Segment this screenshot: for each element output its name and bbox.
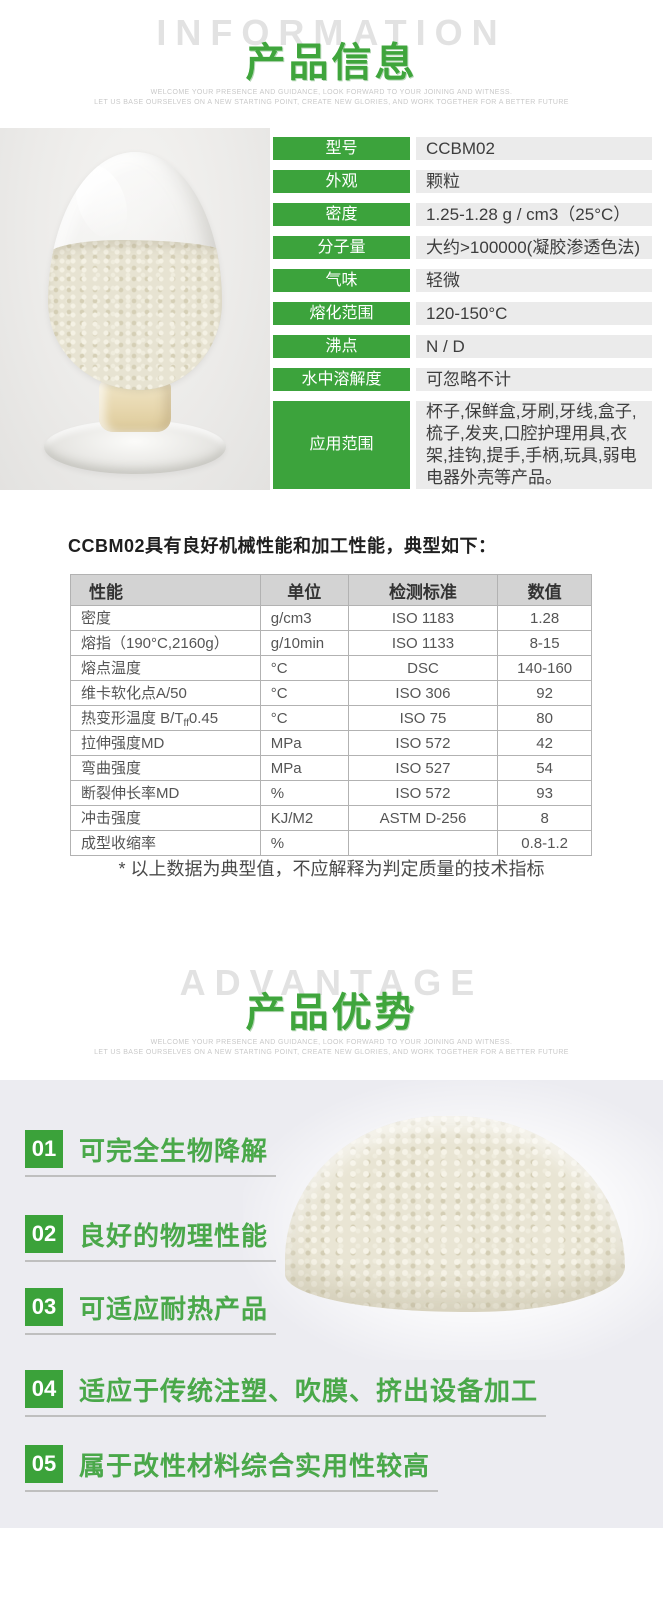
properties-intro: CCBM02具有良好机械性能和加工性能，典型如下：	[68, 536, 497, 556]
advantage-number-badge: 04	[25, 1370, 63, 1408]
glass-egg	[48, 152, 222, 390]
product-info-section: 型号 CCBM02 外观 颗粒 密度 1.25-1.28 g / cm3（25°…	[0, 128, 663, 490]
table-header-row: 性能 单位 检测标准 数值	[70, 574, 592, 606]
spec-value: 可忽略不计	[416, 368, 652, 391]
info-header: INFORMATION 产品信息 WELCOME YOUR PRESENCE A…	[0, 0, 663, 128]
spec-row-model: 型号 CCBM02	[273, 137, 652, 160]
advantage-item-5: 05 属于改性材料综合实用性较高	[25, 1445, 439, 1492]
info-subtitle-line1: WELCOME YOUR PRESENCE AND GUIDANCE, LOOK…	[150, 89, 513, 96]
advantage-subtitle: WELCOME YOUR PRESENCE AND GUIDANCE, LOOK…	[0, 1038, 663, 1058]
spec-value: 杯子,保鲜盒,牙刷,牙线,盒子,梳子,发夹,口腔护理用具,衣架,挂钩,提手,手柄…	[416, 401, 652, 489]
info-subtitle: WELCOME YOUR PRESENCE AND GUIDANCE, LOOK…	[0, 88, 663, 108]
advantage-title: 产品优势	[245, 991, 418, 1035]
spec-row-applications: 应用范围 杯子,保鲜盒,牙刷,牙线,盒子,梳子,发夹,口腔护理用具,衣架,挂钩,…	[273, 401, 652, 489]
col-header-value: 数值	[497, 574, 592, 606]
info-watermark: INFORMATION	[156, 12, 507, 53]
spec-label: 分子量	[273, 236, 410, 259]
advantage-text: 可完全生物降解	[79, 1135, 269, 1166]
advantage-number-badge: 03	[25, 1288, 63, 1326]
spec-label: 型号	[273, 137, 410, 160]
spec-value: 颗粒	[416, 170, 652, 193]
advantage-watermark: ADVANTAGE	[179, 962, 484, 1003]
spec-label: 气味	[273, 269, 410, 292]
table-row: 断裂伸长率MD % ISO 572 93	[70, 780, 592, 806]
col-header-standard: 检测标准	[347, 574, 499, 606]
spec-row-boiling-point: 沸点 N / D	[273, 335, 652, 358]
spec-row-appearance: 外观 颗粒	[273, 170, 652, 193]
table-row: 冲击强度 KJ/M2 ASTM D-256 8	[70, 805, 592, 831]
info-subtitle-line2: LET US BASE OURSELVES ON A NEW STARTING …	[94, 99, 569, 106]
spec-label: 水中溶解度	[273, 368, 410, 391]
table-row: 密度 g/cm3 ISO 1183 1.28	[70, 605, 592, 631]
advantage-subtitle-line1: WELCOME YOUR PRESENCE AND GUIDANCE, LOOK…	[150, 1039, 513, 1046]
table-row: 熔指（190°C,2160g） g/10min ISO 1133 8-15	[70, 630, 592, 656]
advantage-number-badge: 01	[25, 1130, 63, 1168]
advantage-text: 适应于传统注塑、吹膜、挤出设备加工	[79, 1375, 539, 1406]
advantage-item-1: 01 可完全生物降解	[25, 1130, 277, 1177]
table-row: 热变形温度 B/Tff0.45 °C ISO 75 80	[70, 705, 592, 731]
col-header-unit: 单位	[259, 574, 349, 606]
advantage-section: 01 可完全生物降解 02 良好的物理性能 03 可适应耐热产品 04 适应于传…	[0, 1080, 663, 1528]
advantage-number-badge: 02	[25, 1215, 63, 1253]
spec-row-density: 密度 1.25-1.28 g / cm3（25°C）	[273, 203, 652, 226]
advantage-subtitle-line2: LET US BASE OURSELVES ON A NEW STARTING …	[94, 1049, 569, 1056]
spec-label: 熔化范围	[273, 302, 410, 325]
spec-value: 120-150°C	[416, 302, 652, 325]
spec-label: 密度	[273, 203, 410, 226]
col-header-property: 性能	[70, 574, 261, 606]
spec-value: 轻微	[416, 269, 652, 292]
pellet-fill	[48, 240, 222, 390]
spec-value: 1.25-1.28 g / cm3（25°C）	[416, 203, 652, 226]
advantage-text: 属于改性材料综合实用性较高	[79, 1450, 431, 1481]
table-row: 成型收缩率 % 0.8-1.2	[70, 830, 592, 856]
spec-row-melting-range: 熔化范围 120-150°C	[273, 302, 652, 325]
advantage-text: 可适应耐热产品	[79, 1293, 269, 1324]
info-title: 产品信息	[245, 41, 418, 85]
spec-row-odor: 气味 轻微	[273, 269, 652, 292]
properties-table: 性能 单位 检测标准 数值 密度 g/cm3 ISO 1183 1.28 熔指（…	[70, 574, 592, 856]
table-row: 熔点温度 °C DSC 140-160	[70, 655, 592, 681]
advantage-number-badge: 05	[25, 1445, 63, 1483]
pellet-pile-photo	[243, 1080, 663, 1360]
table-row: 弯曲强度 MPa ISO 527 54	[70, 755, 592, 781]
spec-label: 外观	[273, 170, 410, 193]
spec-row-water-solubility: 水中溶解度 可忽略不计	[273, 368, 652, 391]
table-row: 维卡软化点A/50 °C ISO 306 92	[70, 680, 592, 706]
advantage-header: ADVANTAGE 产品优势 WELCOME YOUR PRESENCE AND…	[0, 950, 663, 1080]
table-row: 拉伸强度MD MPa ISO 572 42	[70, 730, 592, 756]
advantage-item-2: 02 良好的物理性能	[25, 1215, 277, 1262]
spec-label: 沸点	[273, 335, 410, 358]
spec-row-molecular-weight: 分子量 大约>100000(凝胶渗透色法)	[273, 236, 652, 259]
spec-value: CCBM02	[416, 137, 652, 160]
properties-section: CCBM02具有良好机械性能和加工性能，典型如下： 性能 单位 检测标准 数值 …	[0, 490, 663, 950]
advantage-item-4: 04 适应于传统注塑、吹膜、挤出设备加工	[25, 1370, 547, 1417]
spec-list: 型号 CCBM02 外观 颗粒 密度 1.25-1.28 g / cm3（25°…	[273, 137, 652, 499]
advantage-item-3: 03 可适应耐热产品	[25, 1288, 277, 1335]
spec-value: 大约>100000(凝胶渗透色法)	[416, 236, 652, 259]
spec-value: N / D	[416, 335, 652, 358]
table-footnote: * 以上数据为典型值，不应解释为判定质量的技术指标	[118, 859, 545, 879]
advantage-text: 良好的物理性能	[79, 1220, 269, 1251]
spec-label: 应用范围	[273, 401, 410, 489]
product-photo	[0, 128, 270, 490]
pellet-pile	[285, 1116, 625, 1312]
